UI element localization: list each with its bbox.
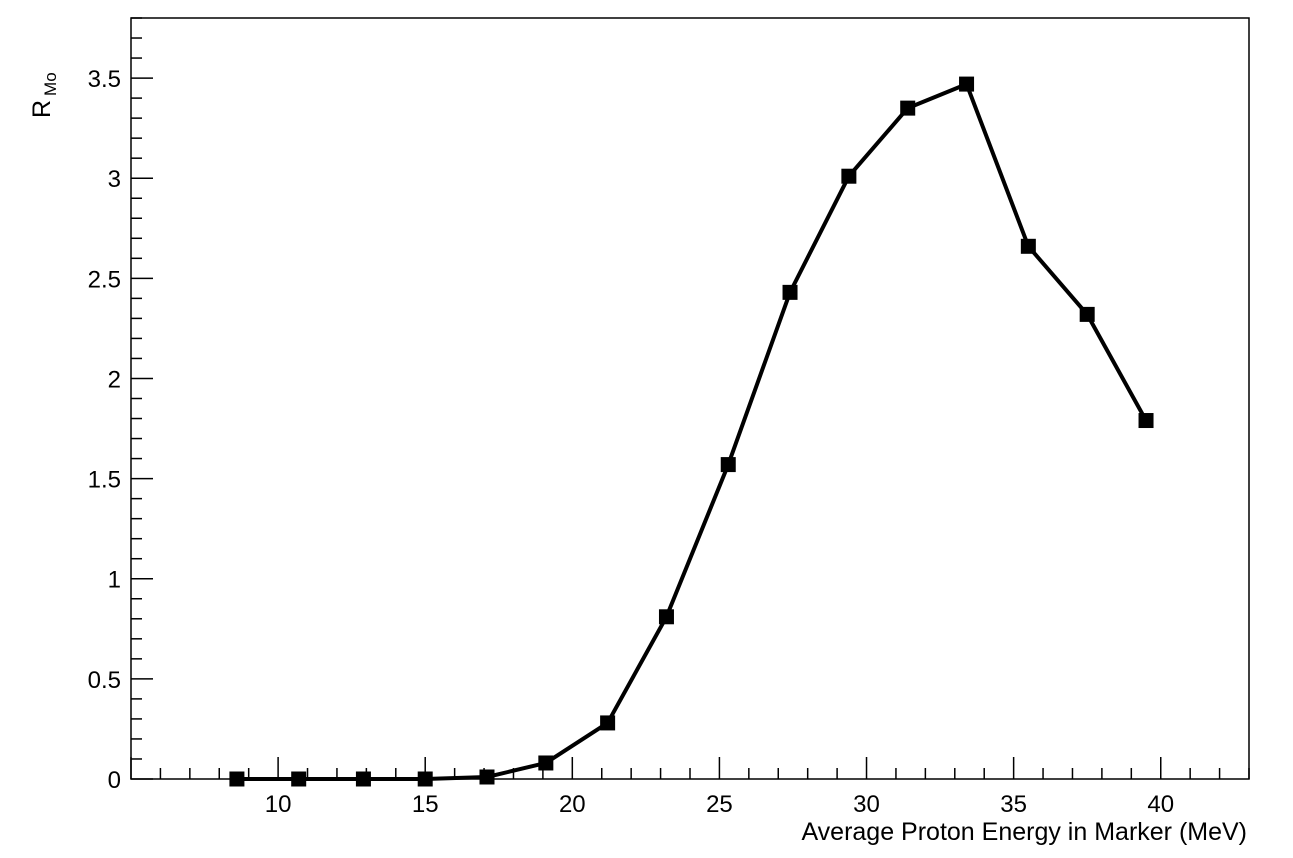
y-axis-tick-labels: 0 0.5 1 1.5 2 2.5 3 3.5: [88, 66, 121, 794]
data-point-marker: [538, 755, 554, 771]
data-point-marker: [291, 771, 307, 787]
data-point-marker: [1138, 413, 1154, 429]
y-tick-label: 1.5: [88, 467, 121, 494]
y-axis-title: R Mo: [28, 72, 60, 118]
y-tick-label: 0.5: [88, 667, 121, 694]
data-point-marker: [1020, 238, 1036, 254]
data-point-marker: [720, 457, 736, 473]
y-tick-label: 2: [108, 366, 121, 393]
data-point-marker: [600, 715, 616, 731]
x-axis-title: Average Proton Energy in Marker (MeV): [801, 818, 1247, 846]
series-line: [236, 82, 1148, 781]
x-tick-label: 40: [1147, 791, 1174, 818]
data-point-marker: [417, 771, 433, 787]
data-point-marker: [959, 76, 975, 92]
y-tick-label: 3.5: [88, 66, 121, 93]
data-point-marker: [841, 168, 857, 184]
x-tick-label: 30: [853, 791, 880, 818]
svg-text:RMo: R Mo: [28, 72, 60, 118]
data-point-marker: [1079, 306, 1095, 322]
x-tick-label: 10: [265, 791, 292, 818]
data-point-marker: [782, 284, 798, 300]
x-tick-label: 35: [1000, 791, 1027, 818]
x-tick-label: 25: [706, 791, 733, 818]
data-point-marker: [355, 771, 371, 787]
y-axis-title-main: R: [28, 100, 56, 118]
data-point-marker: [658, 609, 674, 625]
y-tick-label: 0: [108, 767, 121, 794]
data-point-marker: [479, 769, 495, 785]
plot-frame: [130, 17, 1250, 780]
data-point-marker: [229, 771, 245, 787]
y-tick-label: 3: [108, 166, 121, 193]
series-layer: [229, 76, 1154, 787]
x-axis-tick-labels: 10 15 20 25 30 35 40: [265, 791, 1174, 818]
x-tick-label: 20: [559, 791, 586, 818]
y-axis-title-subscript: Mo: [41, 72, 60, 96]
x-tick-label: 15: [412, 791, 439, 818]
y-tick-label: 2.5: [88, 266, 121, 293]
y-axis-ticks: [131, 17, 153, 780]
y-tick-label: 1: [108, 567, 121, 594]
data-point-marker: [900, 100, 916, 116]
